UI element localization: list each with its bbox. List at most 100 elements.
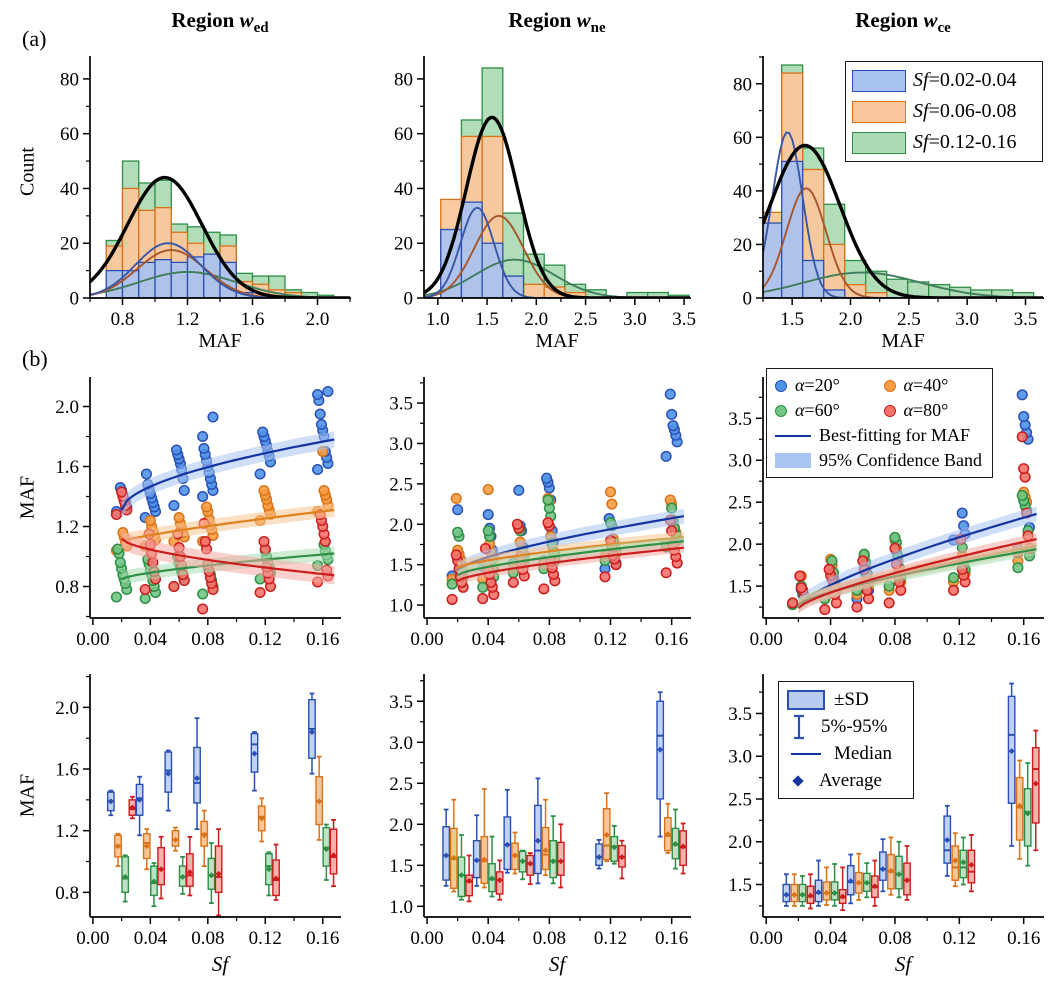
- svg-text:2.0: 2.0: [728, 535, 752, 556]
- legend-row-alpha-60-80: α=60° α=80°: [775, 398, 984, 423]
- title-prefix: Region: [855, 8, 924, 32]
- title-prefix: Region: [171, 8, 240, 32]
- svg-text:1.5: 1.5: [389, 856, 413, 877]
- svg-text:3.5: 3.5: [389, 394, 413, 415]
- svg-text:0.04: 0.04: [472, 629, 506, 650]
- svg-text:3.0: 3.0: [389, 434, 413, 455]
- svg-text:1.2: 1.2: [55, 517, 79, 538]
- svg-text:1.6: 1.6: [55, 457, 79, 478]
- svg-text:2.5: 2.5: [897, 309, 921, 330]
- svg-text:0.8: 0.8: [55, 577, 79, 598]
- svg-text:0.16: 0.16: [306, 629, 339, 650]
- whisker-icon: [792, 714, 806, 740]
- svg-text:0.8: 0.8: [55, 883, 79, 904]
- panel-b2-box: 0.00 0.04 0.08 0.12 0.16 1.0 1.5 2.0 2.5 3.0 3.5: [389, 674, 691, 949]
- svg-text:0: 0: [404, 289, 414, 310]
- legend-label-italic: Sf: [913, 131, 929, 153]
- ylabel-count: Count: [16, 147, 39, 196]
- svg-text:0.04: 0.04: [472, 928, 506, 949]
- svg-text:1.2: 1.2: [55, 821, 79, 842]
- legend-item-percentile: 5%-95%: [787, 713, 905, 740]
- legend-label: Sf=0.06-0.08: [913, 100, 1017, 123]
- legend-label: Average: [819, 769, 882, 791]
- legend-item-alpha-60: α=60°: [775, 400, 876, 421]
- xlabel-sf-1: Sf: [211, 952, 229, 976]
- svg-text:2.0: 2.0: [524, 309, 548, 330]
- svg-text:0.12: 0.12: [249, 629, 282, 650]
- svg-text:1.0: 1.0: [389, 897, 413, 918]
- legend-label: 5%-95%: [821, 715, 888, 737]
- svg-text:3.0: 3.0: [955, 309, 979, 330]
- svg-text:0.08: 0.08: [191, 629, 224, 650]
- title-symbol: w: [576, 8, 591, 32]
- svg-text:3.5: 3.5: [672, 309, 696, 330]
- svg-text:0.16: 0.16: [1007, 629, 1040, 650]
- legend-label: 95% Confidence Band: [819, 450, 982, 470]
- svg-text:0.00: 0.00: [410, 629, 443, 650]
- svg-text:2.5: 2.5: [389, 474, 413, 495]
- ylabel-maf-scatter: MAF: [16, 475, 39, 520]
- panel-h2-histogram: 1.0 1.5 2.0 2.5 3.0 3.5 0 20 40 60 80: [394, 56, 696, 330]
- panel-s2-scatter: 0.00 0.04 0.08 0.12 0.16 1.0 1.5 2.0 2.5 3.0 3.5: [389, 377, 691, 650]
- svg-text:0.04: 0.04: [134, 629, 168, 650]
- best-fit-line-swatch: [775, 434, 811, 437]
- svg-text:2.0: 2.0: [389, 815, 413, 836]
- svg-text:0.16: 0.16: [655, 629, 688, 650]
- svg-text:3.0: 3.0: [728, 747, 752, 768]
- legend-label-rest: =60°: [804, 400, 840, 420]
- title-region-wed: Region wed: [90, 8, 350, 37]
- legend-label-rest: =20°: [804, 375, 840, 395]
- svg-text:3.0: 3.0: [389, 733, 413, 754]
- xlabel-maf-2: MAF: [535, 330, 579, 352]
- svg-text:0.04: 0.04: [814, 629, 848, 650]
- svg-text:20: 20: [60, 234, 79, 255]
- panel-s3-scatter: 0.00 0.04 0.08 0.12 0.16 1.5 2.0 2.5 3.0 3.5: [728, 377, 1044, 650]
- svg-text:3.0: 3.0: [728, 451, 752, 472]
- svg-text:40: 40: [733, 181, 752, 202]
- svg-text:60: 60: [733, 128, 752, 149]
- legend-label-italic: Sf: [913, 100, 929, 122]
- panel-s1-scatter: 0.00 0.04 0.08 0.12 0.16 0.8 1.2 1.6 2.0: [55, 377, 341, 650]
- svg-text:0.12: 0.12: [943, 629, 976, 650]
- legend-item-sd: ±SD: [787, 686, 905, 713]
- svg-text:1.5: 1.5: [728, 577, 752, 598]
- title-subscript: ne: [590, 20, 606, 37]
- legend-label-rest: =40°: [912, 375, 949, 395]
- scatter-legend: α=20° α=40° α=60° α=80° Best-fitting for…: [766, 368, 993, 478]
- average-diamond-icon: [792, 774, 804, 787]
- confidence-band-swatch: [775, 453, 811, 468]
- alpha-60-marker: [775, 404, 787, 417]
- legend-label: Sf=0.12-0.16: [913, 131, 1017, 154]
- legend-item-best-fit: Best-fitting for MAF: [775, 423, 984, 448]
- alpha-20-marker: [775, 379, 787, 392]
- svg-text:2.0: 2.0: [306, 309, 330, 330]
- alpha-40-marker: [883, 379, 896, 392]
- svg-text:40: 40: [394, 179, 413, 200]
- svg-text:20: 20: [394, 234, 413, 255]
- title-region-wne: Region wne: [424, 8, 690, 37]
- sd-box-swatch: [787, 689, 825, 710]
- title-symbol: w: [239, 8, 254, 32]
- panel-a-label: (a): [22, 26, 47, 51]
- legend-row-alpha-20-40: α=20° α=40°: [775, 373, 984, 398]
- legend-label: α=20°: [795, 375, 840, 396]
- legend-label-italic: α: [903, 375, 913, 395]
- legend-item-alpha-40: α=40°: [883, 375, 985, 396]
- svg-text:1.0: 1.0: [426, 309, 450, 330]
- svg-text:1.0: 1.0: [389, 596, 413, 617]
- legend-item-average: Average: [787, 767, 905, 794]
- svg-text:0.12: 0.12: [249, 928, 282, 949]
- sf-012-016-swatch: [852, 131, 906, 154]
- svg-text:0: 0: [743, 289, 753, 310]
- ylabel-maf-box: MAF: [16, 773, 39, 818]
- title-symbol: w: [923, 8, 938, 32]
- svg-text:20: 20: [733, 235, 752, 256]
- legend-label: Median: [834, 742, 893, 764]
- legend-label-rest: =0.06-0.08: [928, 100, 1017, 122]
- svg-text:0.16: 0.16: [306, 928, 339, 949]
- xlabel-maf-1: MAF: [198, 330, 242, 352]
- svg-text:1.5: 1.5: [780, 309, 804, 330]
- svg-text:0.00: 0.00: [750, 629, 783, 650]
- legend-label-rest: =0.02-0.04: [928, 69, 1017, 91]
